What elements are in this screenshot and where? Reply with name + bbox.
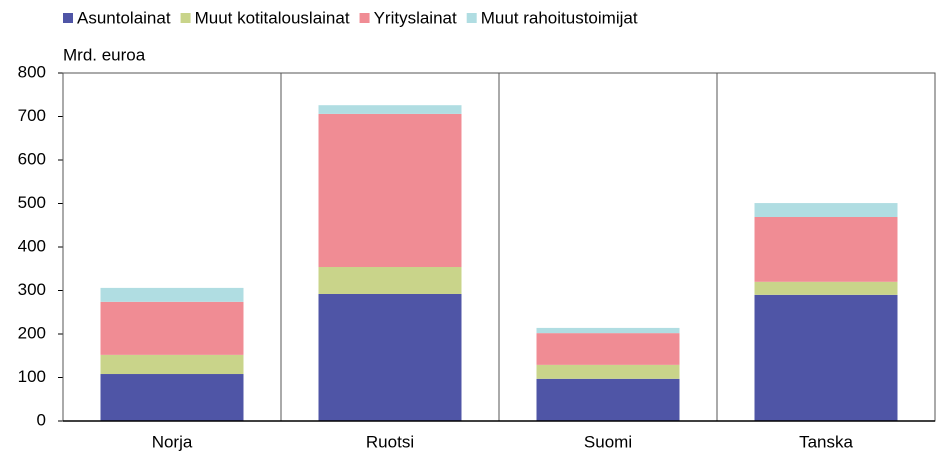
legend-label: Yrityslainat	[374, 8, 457, 27]
bar-segment	[536, 378, 680, 421]
bar-segment	[536, 333, 680, 365]
legend-swatch	[359, 13, 370, 23]
y-tick-label: 0	[37, 410, 46, 429]
y-tick-label: 700	[18, 106, 46, 125]
bar-segment	[100, 301, 244, 355]
y-axis-label: Mrd. euroa	[63, 45, 146, 64]
bar-segment	[754, 294, 898, 421]
bar-segment	[318, 267, 462, 294]
legend-swatch	[466, 13, 477, 23]
legend-label: Asuntolainat	[77, 8, 171, 27]
legend-swatch	[63, 13, 73, 23]
legend-label: Muut rahoitustoimijat	[481, 8, 638, 27]
bar-segment	[100, 287, 244, 302]
bar-segment	[754, 216, 898, 282]
x-tick-label: Ruotsi	[366, 432, 414, 451]
legend-label: Muut kotitalouslainat	[195, 8, 350, 27]
y-tick-label: 200	[18, 323, 46, 342]
bar-segment	[318, 293, 462, 421]
legend-swatch	[180, 13, 191, 23]
y-tick-label: 100	[18, 367, 46, 386]
bar-segment	[754, 281, 898, 295]
bar-segment	[100, 354, 244, 375]
bar-segment	[754, 203, 898, 217]
y-tick-label: 500	[18, 193, 46, 212]
x-tick-label: Tanska	[799, 432, 853, 451]
y-tick-label: 800	[18, 62, 46, 81]
bar-segment	[318, 113, 462, 268]
y-tick-label: 300	[18, 280, 46, 299]
x-tick-label: Suomi	[584, 432, 632, 451]
y-tick-label: 600	[18, 149, 46, 168]
bar-segment	[536, 364, 680, 379]
bar-segment	[536, 327, 680, 334]
bar-segment	[100, 374, 244, 421]
bar-segment	[318, 105, 462, 114]
x-tick-label: Norja	[152, 432, 193, 451]
y-tick-label: 400	[18, 236, 46, 255]
